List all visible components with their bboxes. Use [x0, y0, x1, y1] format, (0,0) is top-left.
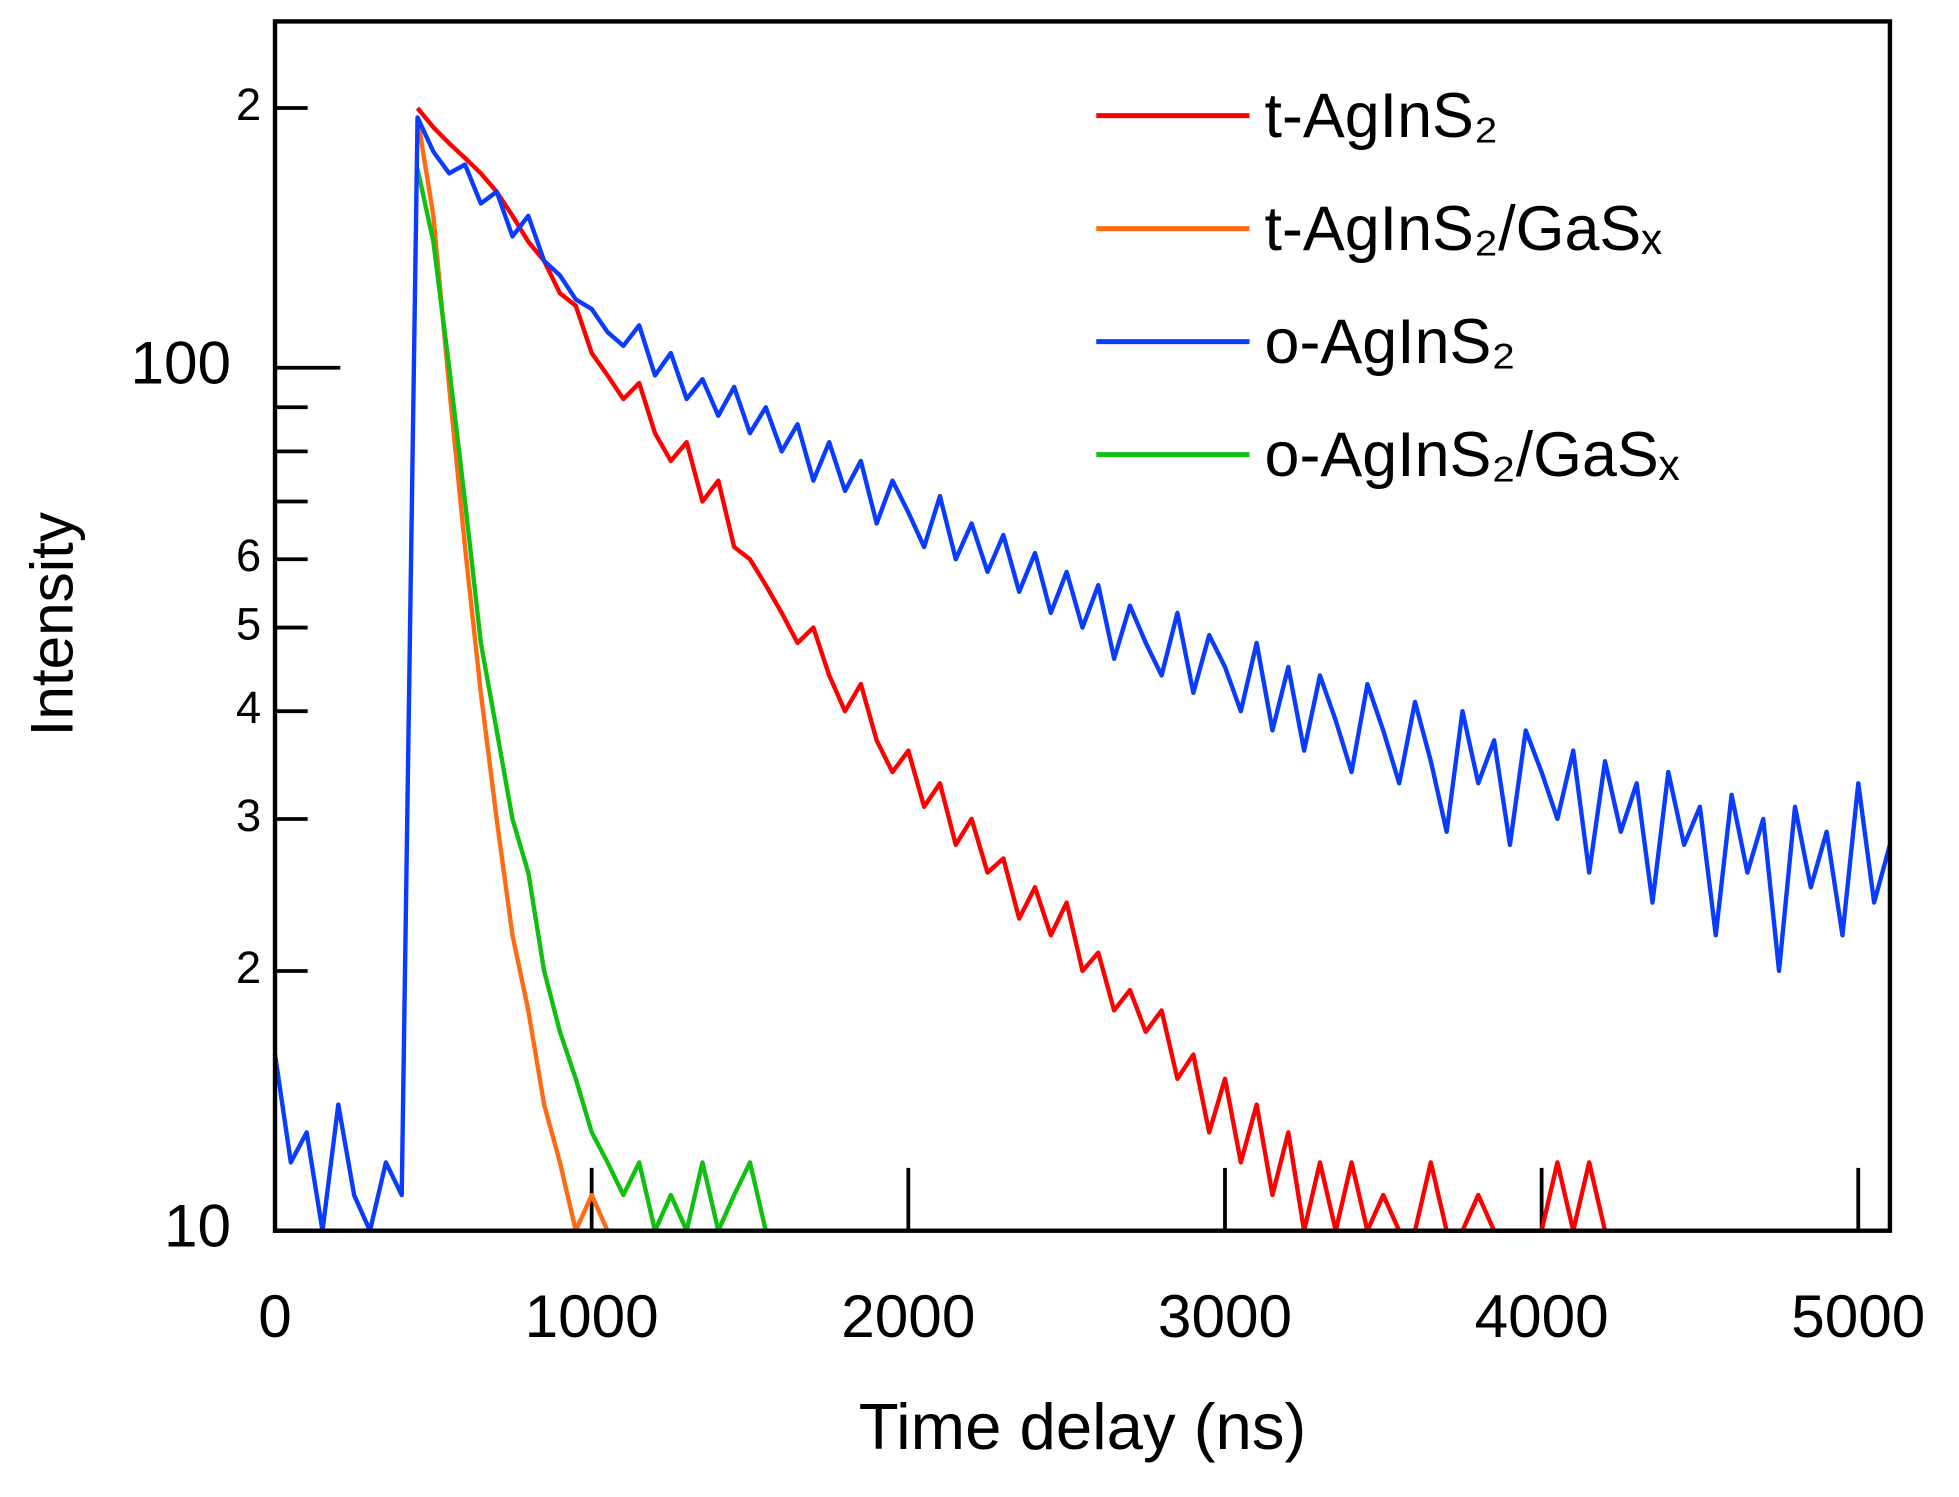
data-line [415, 168, 768, 1233]
legend-label: t-AgInS₂/GaSₓ [1265, 194, 1663, 264]
x-tick-label: 2000 [841, 1282, 975, 1350]
y-tick-label: 2 [236, 79, 261, 130]
y-tick-label: 100 [130, 329, 231, 397]
legend-label: o-AgInS₂/GaSₓ [1265, 420, 1680, 490]
y-axis-label: Intensity [17, 511, 85, 736]
x-tick-label: 5000 [1791, 1282, 1925, 1350]
x-tick-label: 3000 [1158, 1282, 1292, 1350]
x-tick-label: 4000 [1475, 1282, 1609, 1350]
legend-label: o-AgInS₂ [1265, 307, 1516, 377]
y-tick-label: 5 [236, 598, 261, 649]
legend-label: t-AgInS₂ [1265, 81, 1499, 151]
y-tick-label: 3 [236, 790, 261, 841]
data-line [272, 115, 1893, 1233]
x-tick-label: 1000 [525, 1282, 659, 1350]
x-tick-label: 0 [258, 1282, 292, 1350]
plot-frame [272, 19, 1893, 1233]
y-tick-label: 4 [236, 682, 261, 733]
x-axis-label: Time delay (ns) [859, 1390, 1307, 1463]
data-line [415, 106, 1608, 1233]
y-tick-label: 10 [164, 1192, 231, 1260]
data-line [415, 117, 610, 1233]
y-tick-label: 2 [236, 942, 261, 993]
y-tick-label: 6 [236, 530, 261, 581]
